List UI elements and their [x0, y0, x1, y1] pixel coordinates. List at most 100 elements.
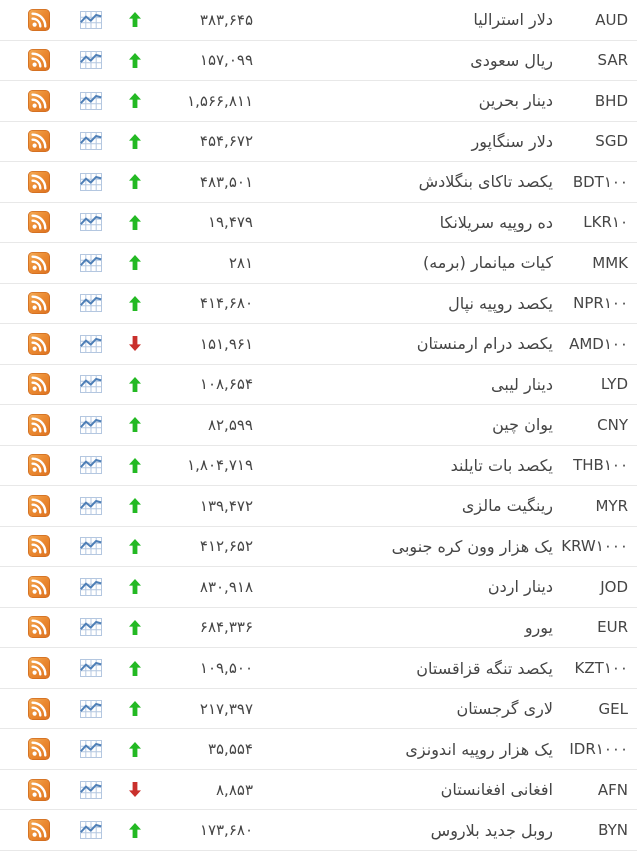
up-arrow-icon [129, 133, 141, 149]
currency-code: SAR [597, 51, 628, 70]
currency-name: دینار بحرین [478, 91, 553, 111]
chart-icon [80, 415, 102, 434]
currency-code: CNY [597, 415, 628, 434]
currency-code: MYR [595, 496, 628, 515]
change-indicator [128, 174, 142, 190]
rss-button[interactable] [28, 170, 50, 193]
price-value: ۴۵۴,۶۷۲ [199, 132, 253, 151]
rss-button[interactable] [28, 575, 50, 598]
price-value: ۴۱۲,۶۵۲ [199, 537, 253, 556]
chart-button[interactable] [80, 132, 102, 151]
rss-button[interactable] [28, 778, 50, 801]
rss-button[interactable] [28, 616, 50, 639]
rss-icon [28, 251, 50, 274]
chart-button[interactable] [80, 618, 102, 637]
rss-icon [28, 332, 50, 355]
rss-button[interactable] [28, 657, 50, 679]
chart-button[interactable] [80, 172, 102, 191]
change-indicator [128, 822, 142, 838]
currency-row: ۲۱۷,۳۹۷ لاری گرجستان GEL [0, 688, 637, 730]
price-value: ۱۵۷,۰۹۹ [199, 51, 253, 70]
chart-button[interactable] [80, 253, 102, 272]
currency-name: کیات میانمار (برمه) [422, 253, 553, 273]
chart-button[interactable] [80, 780, 102, 799]
rss-button[interactable] [28, 738, 50, 761]
up-arrow-icon [129, 417, 141, 433]
currency-row: ۳۵,۵۵۴ یک هزار روپیه اندونزی IDR۱۰۰۰ [0, 729, 637, 770]
rss-button[interactable] [28, 8, 50, 31]
rss-button[interactable] [28, 332, 50, 355]
rss-button[interactable] [28, 130, 50, 153]
chart-button[interactable] [80, 821, 102, 840]
price-value: ۸۳۰,۹۱۸ [199, 577, 253, 596]
rss-icon [28, 413, 50, 436]
currency-row: ۴۱۲,۶۵۲ یک هزار وون کره جنوبی KRW۱۰۰۰ [0, 526, 637, 568]
rss-button[interactable] [28, 251, 50, 274]
rss-button[interactable] [28, 697, 50, 720]
change-indicator [128, 255, 142, 271]
up-arrow-icon [129, 579, 141, 595]
chart-button[interactable] [80, 10, 102, 29]
rss-icon [28, 657, 50, 679]
chart-button[interactable] [80, 577, 102, 596]
currency-code: AUD [595, 10, 628, 29]
rss-button[interactable] [28, 494, 50, 517]
currency-name: یکصد بات تایلند [450, 455, 553, 475]
rss-button[interactable] [28, 819, 50, 842]
chart-button[interactable] [80, 699, 102, 718]
rss-button[interactable] [28, 373, 50, 396]
rss-button[interactable] [28, 292, 50, 315]
currency-name: لاری گرجستان [456, 699, 553, 719]
rss-button[interactable] [28, 413, 50, 436]
chart-button[interactable] [80, 213, 102, 232]
rss-icon [28, 616, 50, 639]
chart-icon [80, 294, 102, 313]
change-indicator [128, 782, 142, 798]
up-arrow-icon [129, 174, 141, 190]
currency-code: LYD [600, 375, 628, 394]
chart-button[interactable] [80, 537, 102, 556]
chart-button[interactable] [80, 456, 102, 475]
up-arrow-icon [129, 12, 141, 28]
rss-button[interactable] [28, 454, 50, 477]
currency-row: ۸۲,۵۹۹ یوان چین CNY [0, 405, 637, 446]
chart-icon [80, 537, 102, 556]
chart-button[interactable] [80, 496, 102, 515]
chart-button[interactable] [80, 415, 102, 434]
chart-icon [80, 618, 102, 637]
change-indicator [128, 417, 142, 433]
down-arrow-icon [129, 782, 141, 798]
chart-button[interactable] [80, 659, 102, 677]
price-value: ۴۸۳,۵۰۱ [199, 172, 253, 191]
rss-button[interactable] [28, 89, 50, 112]
change-indicator [128, 701, 142, 717]
currency-name: ده روپیه سریلانکا [439, 212, 553, 232]
chart-button[interactable] [80, 740, 102, 759]
change-indicator [128, 579, 142, 595]
chart-icon [80, 213, 102, 232]
chart-button[interactable] [80, 51, 102, 70]
up-arrow-icon [129, 255, 141, 271]
chart-button[interactable] [80, 294, 102, 313]
chart-icon [80, 740, 102, 759]
chart-icon [80, 10, 102, 29]
currency-name: یوان چین [492, 415, 553, 435]
rss-icon [28, 778, 50, 801]
rss-icon [28, 535, 50, 558]
rss-button[interactable] [28, 535, 50, 558]
chart-button[interactable] [80, 91, 102, 110]
price-value: ۱۳۹,۴۷۲ [199, 496, 253, 515]
chart-button[interactable] [80, 334, 102, 353]
up-arrow-icon [129, 457, 141, 473]
price-value: ۲۸۱ [228, 253, 253, 272]
change-indicator [128, 457, 142, 473]
chart-button[interactable] [80, 375, 102, 394]
rss-button[interactable] [28, 49, 50, 72]
currency-row: ۴۵۴,۶۷۲ دلار سنگاپور SGD [0, 121, 637, 163]
currency-code: AMD۱۰۰ [569, 334, 628, 353]
chart-icon [80, 253, 102, 272]
price-value: ۱۰۸,۶۵۴ [199, 375, 253, 394]
rss-button[interactable] [28, 211, 50, 234]
chart-icon [80, 496, 102, 515]
